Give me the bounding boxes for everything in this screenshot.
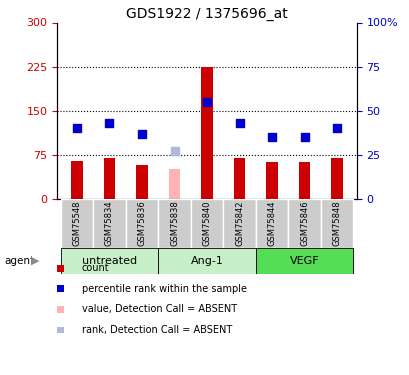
Title: GDS1922 / 1375696_at: GDS1922 / 1375696_at (126, 8, 287, 21)
Bar (61, 248, 158, 274)
Text: Ang-1: Ang-1 (190, 256, 223, 266)
Bar (136, 165, 147, 199)
Text: GSM75838: GSM75838 (170, 200, 179, 246)
Text: GSM75840: GSM75840 (202, 200, 211, 246)
Point (74, 125, 80, 131)
Point (203, 99, 210, 105)
Bar (61, 199, 93, 248)
Bar (298, 162, 310, 199)
Point (138, 130, 145, 136)
Bar (255, 199, 288, 248)
Point (301, 134, 307, 140)
Bar (158, 199, 190, 248)
Text: GSM75836: GSM75836 (137, 200, 146, 246)
Bar (190, 199, 223, 248)
Text: agent: agent (4, 256, 34, 266)
Bar (266, 162, 277, 199)
Point (171, 148, 178, 154)
Bar (233, 158, 245, 199)
Text: ▶: ▶ (31, 256, 39, 266)
Bar (320, 199, 353, 248)
Bar (223, 199, 255, 248)
Text: rank, Detection Call = ABSENT: rank, Detection Call = ABSENT (82, 325, 231, 335)
Text: GSM75848: GSM75848 (332, 200, 341, 246)
Text: value, Detection Call = ABSENT: value, Detection Call = ABSENT (82, 304, 236, 314)
Bar (158, 248, 255, 274)
Bar (103, 158, 115, 199)
Text: percentile rank within the sample: percentile rank within the sample (82, 284, 246, 294)
Text: untreated: untreated (82, 256, 137, 266)
Bar (201, 67, 212, 199)
Point (333, 125, 339, 131)
Bar (331, 158, 342, 199)
Bar (93, 199, 126, 248)
Bar (169, 170, 180, 199)
Point (268, 134, 275, 140)
Text: GSM75548: GSM75548 (72, 200, 81, 246)
Point (106, 120, 112, 126)
Text: GSM75834: GSM75834 (105, 200, 114, 246)
Bar (126, 199, 158, 248)
Bar (71, 160, 82, 199)
Text: GSM75844: GSM75844 (267, 200, 276, 246)
Bar (255, 248, 353, 274)
Text: GSM75842: GSM75842 (234, 200, 243, 246)
Text: count: count (82, 263, 109, 273)
Text: GSM75846: GSM75846 (299, 200, 308, 246)
Point (236, 120, 242, 126)
Bar (288, 199, 320, 248)
Text: VEGF: VEGF (289, 256, 319, 266)
